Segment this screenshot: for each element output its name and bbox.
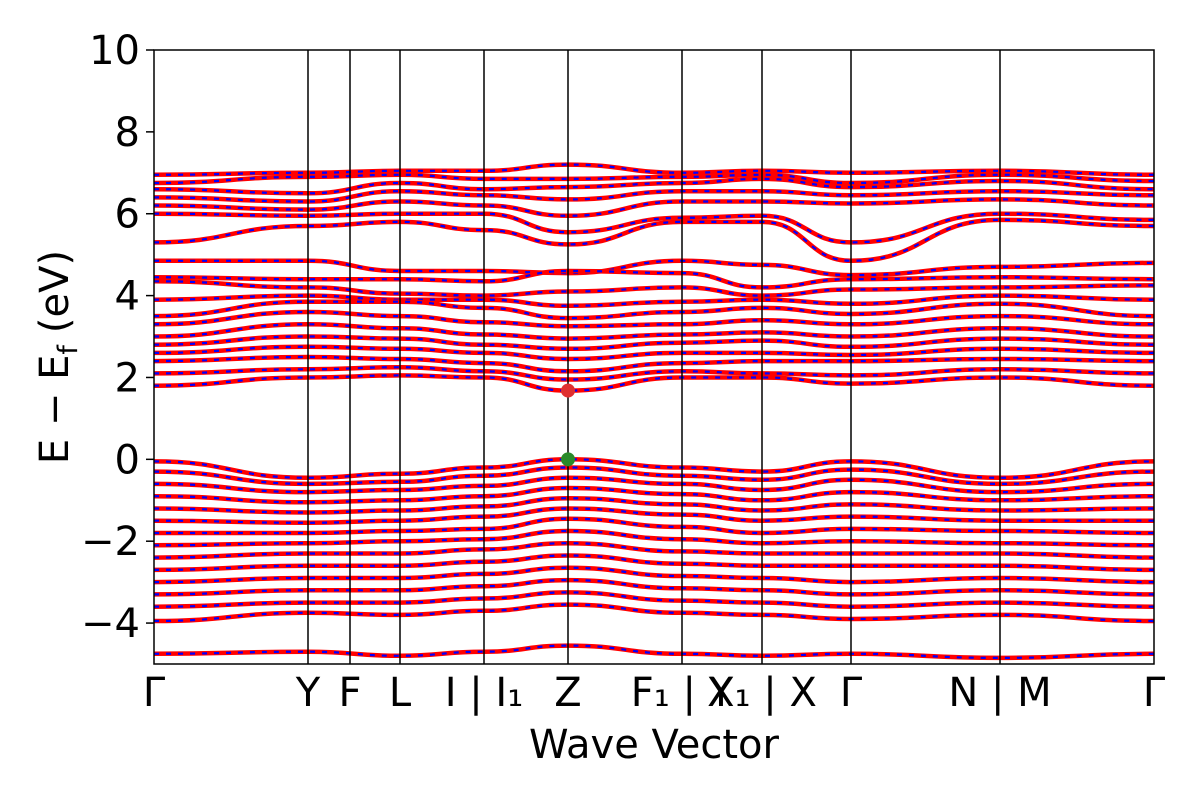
band-line-overlay-29 <box>154 566 1154 584</box>
band-line-overlay-32 <box>154 603 1154 623</box>
plot-frame <box>153 49 1155 665</box>
ytick-label-4: 2 <box>115 355 140 401</box>
band-line-11 <box>154 299 1154 321</box>
y-label-main: E − E <box>32 355 78 465</box>
band-line-4 <box>154 197 1154 219</box>
band-line-overlay-33 <box>154 644 1154 660</box>
y-axis-label: E − Ef (eV) <box>32 250 84 464</box>
kpoint-label-0: Γ <box>143 670 166 716</box>
kpoint-label-1: Y <box>295 670 321 716</box>
band-line-overlay-10 <box>154 294 1154 307</box>
band-line-overlay-30 <box>154 578 1154 596</box>
kpoint-label-5: Z <box>554 670 581 716</box>
kpoint-label-4: I | I₁ <box>445 670 524 716</box>
svg-text:E − Ef(eV): E − Ef (eV) <box>32 250 84 464</box>
band-line-overlay-21 <box>154 476 1154 494</box>
band-line-overlay-17 <box>154 366 1154 381</box>
ytick-label-0: 10 <box>89 28 140 74</box>
kpoint-label-7: X₁ | X <box>707 670 817 716</box>
band-line-overlay-19 <box>154 458 1154 479</box>
band-line-overlay-28 <box>154 554 1154 571</box>
band-line-overlay-23 <box>154 497 1154 514</box>
band-line-overlay-24 <box>154 507 1154 524</box>
band-line-overlay-13 <box>154 323 1154 340</box>
band-line-overlay-25 <box>154 517 1154 535</box>
band-edge-marker-cbm <box>561 383 575 398</box>
band-line-overlay-14 <box>154 335 1154 350</box>
ytick-label-7: −4 <box>81 601 140 647</box>
band-line-overlay-31 <box>154 591 1154 608</box>
kpoint-label-2: F <box>338 670 361 716</box>
band-edge-marker-vbm <box>561 452 575 467</box>
band-line-overlay-6 <box>154 218 1154 262</box>
ytick-label-6: −2 <box>81 519 140 565</box>
band-line-overlay-20 <box>154 466 1154 486</box>
y-label-subscript: f <box>53 344 84 355</box>
x-axis-label: Wave Vector <box>529 722 780 768</box>
band-line-15 <box>154 344 1154 362</box>
band-line-7 <box>154 258 1154 278</box>
band-line-3 <box>154 188 1154 204</box>
band-line-overlay-16 <box>154 355 1154 373</box>
band-line-overlay-0 <box>154 163 1154 176</box>
band-edge-markers <box>561 383 575 467</box>
ytick-label-5: 0 <box>115 437 140 483</box>
kpoint-label-8: Γ <box>840 670 863 716</box>
band-line-overlay-12 <box>154 310 1154 328</box>
band-line-overlay-27 <box>154 542 1154 559</box>
band-line-overlay-22 <box>154 486 1154 504</box>
band-line-overlay-9 <box>154 280 1154 297</box>
ytick-label-1: 8 <box>115 110 140 156</box>
band-line-overlay-18 <box>154 374 1154 392</box>
kpoint-lines <box>307 50 1001 664</box>
y-label-unit: (eV) <box>32 250 78 333</box>
band-line-overlay-1 <box>154 173 1154 185</box>
band-line-overlay-2 <box>154 177 1154 195</box>
kpoint-label-9: N | M <box>948 670 1051 716</box>
kpoint-label-6: F₁ | Y <box>631 670 734 716</box>
ytick-label-3: 4 <box>115 274 140 320</box>
band-line-overlay-26 <box>154 529 1154 547</box>
y-ticks: 10 8 6 4 2 0 −2 −4 <box>81 28 154 647</box>
ytick-label-2: 6 <box>115 192 140 238</box>
kpoint-label-3: L <box>389 670 412 716</box>
bands-layer <box>154 162 1154 661</box>
band-line-overlay-8 <box>154 269 1154 289</box>
kpoint-label-10: Γ <box>1143 670 1166 716</box>
